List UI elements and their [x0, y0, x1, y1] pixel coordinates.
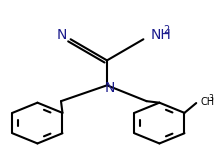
Text: N: N — [57, 28, 67, 42]
Text: NH: NH — [151, 28, 172, 42]
Text: 3: 3 — [208, 94, 213, 103]
Text: 2: 2 — [163, 26, 169, 35]
Text: N: N — [105, 81, 115, 95]
Text: CH: CH — [200, 97, 214, 107]
